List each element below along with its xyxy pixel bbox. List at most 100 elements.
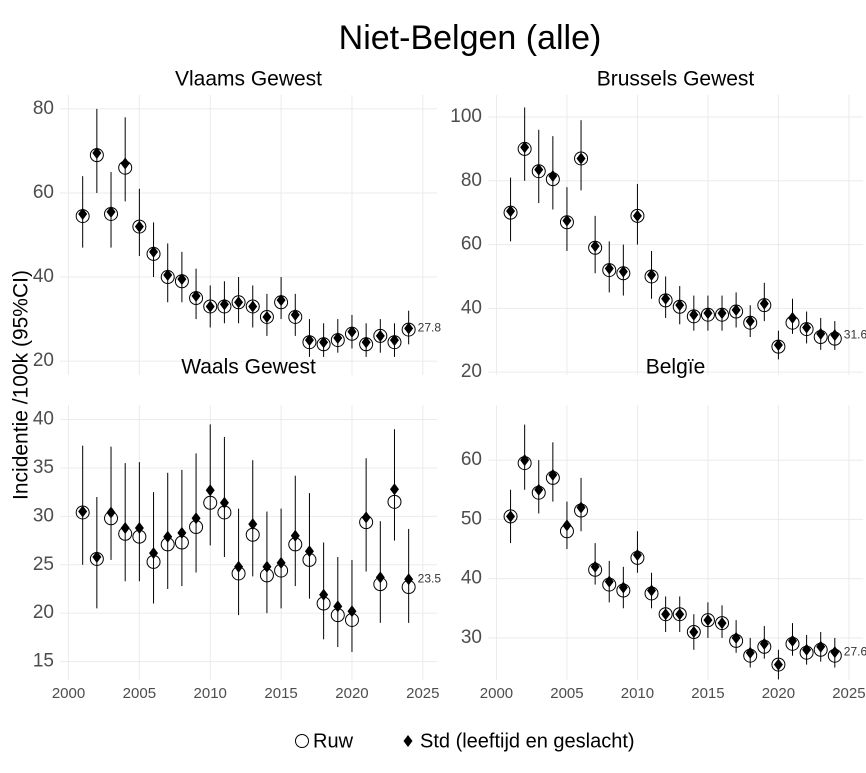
point-std bbox=[78, 505, 88, 518]
x-tick-label: 2010 bbox=[621, 685, 654, 702]
y-tick-label: 40 bbox=[461, 297, 482, 318]
point-std bbox=[816, 640, 826, 653]
point-std bbox=[788, 311, 798, 324]
point-std bbox=[830, 329, 840, 342]
x-tick-label: 2000 bbox=[480, 685, 513, 702]
panel-title: Waals Gewest bbox=[181, 356, 316, 379]
point-std bbox=[92, 147, 102, 160]
point-ruw bbox=[686, 624, 701, 639]
point-std bbox=[576, 152, 586, 165]
point-std bbox=[717, 617, 727, 630]
point-std bbox=[92, 551, 102, 564]
point-std bbox=[534, 483, 544, 496]
points bbox=[82, 424, 410, 652]
x-tick-label: 2010 bbox=[194, 685, 227, 702]
point-std bbox=[689, 308, 699, 321]
y-tick-label: 80 bbox=[461, 170, 482, 191]
point-std bbox=[404, 322, 414, 335]
point-ruw bbox=[658, 607, 673, 622]
point-std bbox=[802, 643, 812, 656]
point-std bbox=[802, 321, 812, 334]
y-tick-label: 35 bbox=[33, 457, 54, 478]
y-tick-label: 25 bbox=[33, 554, 54, 575]
point-std bbox=[703, 614, 713, 627]
point-std bbox=[177, 526, 187, 539]
point-std bbox=[177, 273, 187, 286]
point-std bbox=[106, 205, 116, 218]
y-tick-label: 30 bbox=[461, 627, 482, 648]
point-ruw bbox=[245, 299, 260, 314]
point-ruw bbox=[715, 616, 730, 631]
y-tick-label: 40 bbox=[33, 266, 54, 287]
point-std bbox=[675, 299, 685, 312]
point-std bbox=[816, 327, 826, 340]
point-std bbox=[745, 315, 755, 328]
point-std bbox=[304, 334, 314, 347]
point-std bbox=[120, 521, 130, 534]
x-tick-label: 2000 bbox=[52, 685, 85, 702]
point-std bbox=[731, 631, 741, 644]
point-std bbox=[675, 608, 685, 621]
point-std bbox=[703, 307, 713, 320]
point-std bbox=[520, 141, 530, 154]
point-ruw bbox=[771, 657, 786, 672]
point-ruw bbox=[574, 151, 589, 166]
point-std bbox=[234, 560, 244, 573]
point-std bbox=[361, 511, 371, 524]
point-std bbox=[534, 163, 544, 176]
y-tick-label: 20 bbox=[33, 602, 54, 623]
point-std bbox=[773, 339, 783, 352]
point-std bbox=[375, 571, 385, 584]
point-std bbox=[773, 658, 783, 671]
y-axis-label: Incidentie /100k (95%CI) bbox=[10, 270, 33, 500]
point-std bbox=[647, 268, 657, 281]
point-std bbox=[548, 170, 558, 183]
panel-title: Brussels Gewest bbox=[597, 68, 755, 91]
panel-title: Belgïe bbox=[646, 356, 706, 379]
point-std bbox=[333, 332, 343, 345]
point-std bbox=[389, 334, 399, 347]
legend-label: Ruw bbox=[313, 730, 354, 752]
point-std bbox=[661, 608, 671, 621]
point-std bbox=[248, 518, 258, 531]
point-std bbox=[276, 294, 286, 307]
point-ruw bbox=[259, 309, 274, 324]
point-std bbox=[562, 519, 572, 532]
panel-title: Vlaams Gewest bbox=[175, 68, 322, 91]
x-tick-label: 2005 bbox=[123, 685, 156, 702]
point-std bbox=[548, 468, 558, 481]
point-std bbox=[262, 560, 272, 573]
y-tick-label: 20 bbox=[461, 361, 482, 382]
point-ruw bbox=[231, 295, 246, 310]
point-std bbox=[604, 575, 614, 588]
point-std bbox=[149, 245, 159, 258]
point-std bbox=[248, 300, 258, 313]
point-std bbox=[276, 556, 286, 569]
point-std bbox=[149, 547, 159, 560]
point-ruw bbox=[387, 494, 402, 509]
point-std bbox=[759, 297, 769, 310]
y-tick-label: 60 bbox=[33, 182, 54, 203]
point-ruw bbox=[630, 208, 645, 223]
y-tick-label: 15 bbox=[33, 651, 54, 672]
x-tick-label: 2020 bbox=[335, 685, 368, 702]
y-tick-label: 60 bbox=[461, 449, 482, 470]
legend-marker-ruw bbox=[295, 734, 309, 748]
point-std bbox=[618, 265, 628, 278]
point-ruw bbox=[672, 607, 687, 622]
end-value-label: 27.6 bbox=[844, 644, 866, 658]
point-std bbox=[520, 454, 530, 467]
point-std bbox=[106, 506, 116, 519]
point-std bbox=[361, 336, 371, 349]
point-std bbox=[191, 512, 201, 525]
point-std bbox=[788, 634, 798, 647]
point-std bbox=[290, 529, 300, 542]
point-std bbox=[590, 240, 600, 253]
x-tick-label: 2020 bbox=[762, 685, 795, 702]
point-std bbox=[689, 625, 699, 638]
point-std bbox=[219, 496, 229, 509]
y-tick-label: 50 bbox=[461, 508, 482, 529]
point-std bbox=[290, 308, 300, 321]
